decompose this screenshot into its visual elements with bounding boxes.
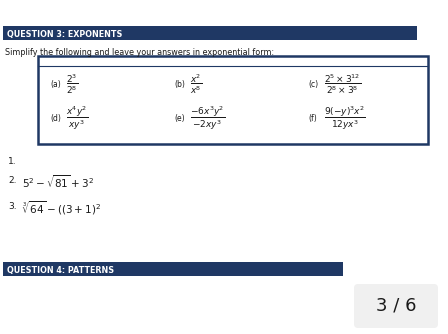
Text: (d): (d) (50, 114, 61, 123)
Text: (a): (a) (50, 79, 61, 89)
Text: (b): (b) (174, 79, 185, 89)
FancyBboxPatch shape (3, 26, 417, 40)
Text: $\sqrt[3]{64} - ((3 + 1)^2$: $\sqrt[3]{64} - ((3 + 1)^2$ (22, 199, 101, 217)
Text: $\dfrac{2^5 \times 3^{12}}{2^8 \times 3^8}$: $\dfrac{2^5 \times 3^{12}}{2^8 \times 3^… (324, 72, 361, 96)
Text: $\dfrac{-6x^3 y^2}{-2xy^3}$: $\dfrac{-6x^3 y^2}{-2xy^3}$ (190, 104, 225, 132)
Text: (f): (f) (308, 114, 317, 123)
Text: $5^2 - \sqrt{81} + 3^2$: $5^2 - \sqrt{81} + 3^2$ (22, 174, 94, 190)
Text: 2.: 2. (8, 176, 17, 185)
Text: QUESTION 3: EXPONENTS: QUESTION 3: EXPONENTS (7, 29, 122, 38)
Text: $\dfrac{2^3}{2^8}$: $\dfrac{2^3}{2^8}$ (66, 72, 78, 96)
Text: (c): (c) (308, 79, 318, 89)
Text: 3 / 6: 3 / 6 (376, 297, 416, 315)
Text: 3.: 3. (8, 202, 17, 211)
Text: 1.: 1. (8, 157, 17, 166)
FancyBboxPatch shape (354, 284, 438, 328)
Text: $\dfrac{9(-y)^3 x^2}{12yx^3}$: $\dfrac{9(-y)^3 x^2}{12yx^3}$ (324, 104, 366, 132)
Text: Simplify the following and leave your answers in exponential form:: Simplify the following and leave your an… (5, 48, 274, 57)
Text: $\dfrac{x^4 y^2}{xy^3}$: $\dfrac{x^4 y^2}{xy^3}$ (66, 104, 88, 132)
FancyBboxPatch shape (38, 56, 428, 144)
Text: QUESTION 4: PATTERNS: QUESTION 4: PATTERNS (7, 266, 114, 275)
Text: (e): (e) (174, 114, 185, 123)
Text: $\dfrac{x^2}{x^8}$: $\dfrac{x^2}{x^8}$ (190, 72, 202, 96)
FancyBboxPatch shape (3, 262, 343, 276)
